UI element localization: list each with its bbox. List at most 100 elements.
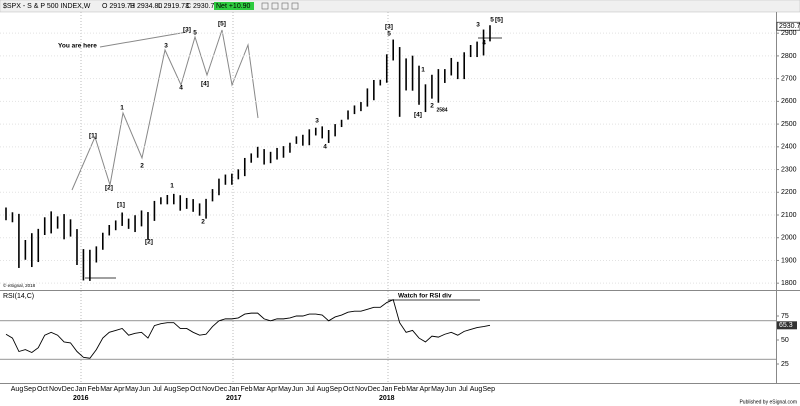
wave-label: [4]	[201, 81, 209, 88]
x-tick-label: May	[125, 386, 139, 393]
x-tick-label: Oct	[37, 386, 48, 393]
close: C 2930.75	[186, 3, 218, 10]
x-tick-label: Mar	[406, 386, 419, 393]
wave-label: 2	[201, 219, 205, 226]
wave-label: [3]	[385, 24, 393, 31]
x-tick-label: Jul	[153, 386, 162, 393]
y-tick-label: 2700	[781, 75, 797, 82]
x-tick-label: Jan	[228, 386, 239, 393]
x-tick-label: Dec	[368, 386, 381, 393]
x-tick-label: Oct	[190, 386, 201, 393]
change-box	[214, 2, 254, 10]
x-tick-label: May	[431, 386, 445, 393]
wave-label: [1]	[89, 133, 97, 140]
x-tick-label: Oct	[343, 386, 354, 393]
x-tick-label: Feb	[240, 386, 252, 393]
wave-label: 5	[490, 17, 494, 24]
last-price-box	[776, 21, 800, 31]
y-tick-label: 2400	[781, 144, 797, 151]
x-tick-label: Dec	[215, 386, 228, 393]
wave-label: 2	[140, 163, 144, 170]
wave-label: 5	[193, 30, 197, 37]
wave-label: 1	[120, 105, 124, 112]
rsi-line	[5, 299, 491, 359]
y-tick-label: 50	[781, 337, 789, 344]
wave-label: 1	[421, 67, 425, 74]
wave-label: 3	[164, 43, 168, 50]
x-tick-label: Nov	[49, 386, 62, 393]
year-label: 2018	[379, 395, 395, 402]
wave-label: [2]	[145, 239, 153, 246]
y-tick-label: 75	[781, 313, 789, 320]
x-tick-label: Apr	[420, 386, 432, 393]
wave-label: 3	[476, 22, 480, 29]
wave-label: 4	[179, 85, 183, 92]
y-tick-label: 2200	[781, 189, 797, 196]
x-tick-label: Sep	[330, 386, 343, 393]
x-tick-label: Sep	[177, 386, 190, 393]
footer: Published by eSignal.com	[739, 399, 797, 405]
x-tick-label: Jul	[459, 386, 468, 393]
projection-path	[71, 29, 259, 191]
y-tick-label: 2100	[781, 212, 797, 219]
x-tick-label: Sep	[483, 386, 496, 393]
wave-label: 4	[323, 144, 327, 151]
wave-label: [1]	[117, 202, 125, 209]
year-label: 2017	[226, 395, 242, 402]
x-tick-label: Apr	[114, 386, 126, 393]
x-tick-label: Jan	[381, 386, 392, 393]
rsi-value: 65.3	[779, 322, 793, 329]
wave-label: [5]	[218, 21, 226, 28]
x-tick-label: Aug	[470, 386, 483, 393]
year-label: 2016	[73, 395, 89, 402]
open: O 2919.73	[102, 3, 135, 10]
wave-label: [4]	[414, 112, 422, 119]
copyright: © eSignal, 2018	[3, 282, 36, 288]
wave-label: 5	[387, 31, 391, 38]
x-tick-label: Jul	[306, 386, 315, 393]
x-tick-label: Aug	[164, 386, 177, 393]
y-tick-label: 1900	[781, 257, 797, 264]
high: H 2934.80	[130, 3, 162, 10]
low: L 2919.73	[158, 3, 189, 10]
x-tick-label: Aug	[317, 386, 330, 393]
x-tick-label: Nov	[355, 386, 368, 393]
symbol: $SPX - S & P 500 INDEX,W	[3, 3, 91, 10]
y-tick-label: 2900	[781, 30, 797, 37]
x-tick-label: Feb	[87, 386, 99, 393]
x-tick-label: Mar	[100, 386, 113, 393]
x-tick-label: Jun	[445, 386, 456, 393]
x-tick-label: Jun	[139, 386, 150, 393]
y-tick-label: 2800	[781, 53, 797, 60]
x-tick-label: Mar	[253, 386, 266, 393]
wave-label: 1	[170, 183, 174, 190]
wave-label: 3	[315, 118, 319, 125]
pointer-line	[99, 31, 188, 48]
rsi-title: RSI(14,C)	[3, 293, 34, 300]
x-tick-label: Aug	[11, 386, 24, 393]
wave-label: [2]	[105, 185, 113, 192]
y-tick-label: 2300	[781, 166, 797, 173]
x-tick-label: May	[278, 386, 292, 393]
x-tick-label: Dec	[62, 386, 75, 393]
change: Net +10.90	[216, 3, 251, 10]
toolbar-icons[interactable]	[261, 2, 299, 10]
y-tick-label: 2500	[781, 121, 797, 128]
y-tick-label: 1800	[781, 280, 797, 287]
annotation: Watch for RSI div	[398, 293, 452, 300]
x-tick-label: Apr	[267, 386, 279, 393]
rsi-value-box	[777, 321, 797, 330]
wave-label: 4	[482, 40, 486, 47]
y-tick-label: 2000	[781, 235, 797, 242]
y-tick-label: 2600	[781, 98, 797, 105]
x-tick-label: Nov	[202, 386, 215, 393]
year-separators	[80, 12, 389, 383]
wave-label: You are here	[58, 43, 97, 50]
x-tick-label: Feb	[393, 386, 405, 393]
x-tick-label: Sep	[24, 386, 37, 393]
last-price: 2930.75	[779, 23, 800, 30]
wave-label: [5]	[495, 17, 503, 24]
x-tick-label: Jan	[75, 386, 86, 393]
toolbar	[0, 0, 800, 13]
